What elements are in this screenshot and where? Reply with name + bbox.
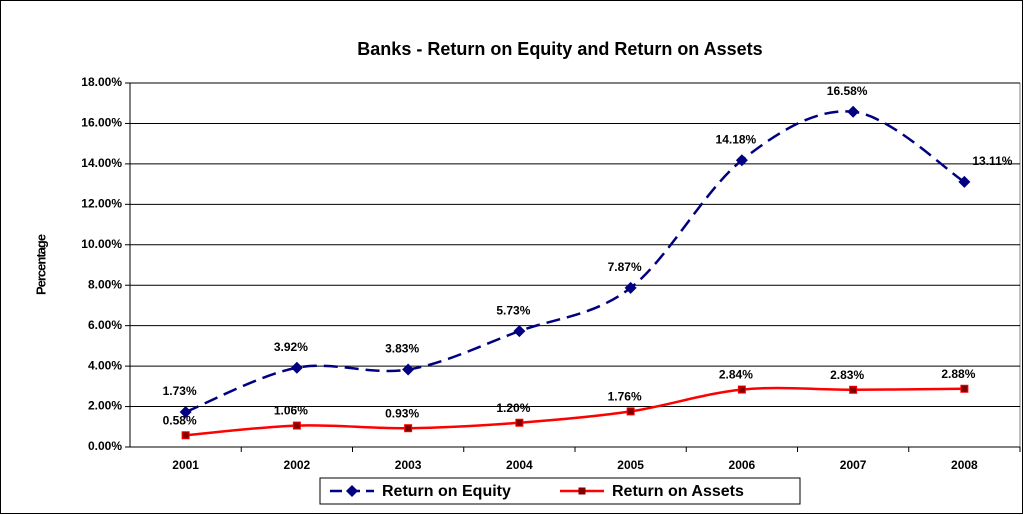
data-label: 7.87% <box>608 260 642 274</box>
data-label: 0.93% <box>385 406 419 420</box>
data-label: 14.18% <box>716 132 757 146</box>
chart-title: Banks - Return on Equity and Return on A… <box>357 39 762 59</box>
y-tick-label: 6.00% <box>88 318 122 332</box>
data-point <box>179 406 192 419</box>
series-line <box>185 110 966 414</box>
data-label: 3.92% <box>274 340 308 354</box>
data-label: 1.76% <box>608 390 642 404</box>
data-point <box>290 361 303 374</box>
y-tick-label: 2.00% <box>88 399 122 413</box>
data-point <box>960 384 969 393</box>
data-label: 0.58% <box>163 413 197 427</box>
y-tick-label: 12.00% <box>81 197 122 211</box>
legend-marker <box>346 485 358 497</box>
series-line <box>185 386 965 437</box>
data-label: 5.73% <box>496 303 530 317</box>
data-point <box>181 431 190 440</box>
data-label: 13.11% <box>972 154 1012 168</box>
data-point <box>292 421 301 430</box>
y-tick-label: 10.00% <box>81 237 122 251</box>
data-point <box>737 385 746 394</box>
y-tick-label: 0.00% <box>88 439 122 453</box>
data-label: 1.20% <box>496 401 530 415</box>
legend-label: Return on Equity <box>382 483 511 500</box>
data-label: 16.58% <box>827 84 868 98</box>
x-tick-label: 2006 <box>729 458 756 472</box>
y-tick-label: 14.00% <box>81 156 122 170</box>
data-point <box>847 105 860 118</box>
data-point <box>513 325 526 338</box>
data-label: 3.83% <box>385 342 419 356</box>
x-tick-label: 2004 <box>506 458 533 472</box>
data-point <box>849 385 858 394</box>
y-tick-label: 8.00% <box>88 277 122 291</box>
y-tick-label: 16.00% <box>81 116 122 130</box>
data-label: 2.83% <box>830 368 864 382</box>
data-point <box>958 175 971 188</box>
y-axis-label: Percentage <box>33 234 48 295</box>
data-label: 1.06% <box>274 404 308 418</box>
x-tick-label: 2002 <box>284 458 311 472</box>
x-tick-label: 2003 <box>395 458 422 472</box>
data-point <box>626 407 635 416</box>
data-label: 2.88% <box>941 367 975 381</box>
x-tick-label: 2007 <box>840 458 867 472</box>
y-tick-label: 18.00% <box>81 75 122 89</box>
data-point <box>402 363 415 376</box>
data-point <box>404 424 413 433</box>
data-point <box>515 418 524 427</box>
data-label: 2.84% <box>719 368 753 382</box>
x-tick-label: 2001 <box>172 458 199 472</box>
y-tick-label: 4.00% <box>88 358 122 372</box>
legend-label: Return on Assets <box>612 483 744 500</box>
plot-area <box>129 82 1021 448</box>
data-point <box>735 154 748 167</box>
legend-marker <box>578 487 586 495</box>
x-tick-label: 2005 <box>617 458 644 472</box>
data-point <box>624 281 637 294</box>
x-tick-label: 2008 <box>951 458 978 472</box>
data-label: 1.73% <box>163 384 197 398</box>
